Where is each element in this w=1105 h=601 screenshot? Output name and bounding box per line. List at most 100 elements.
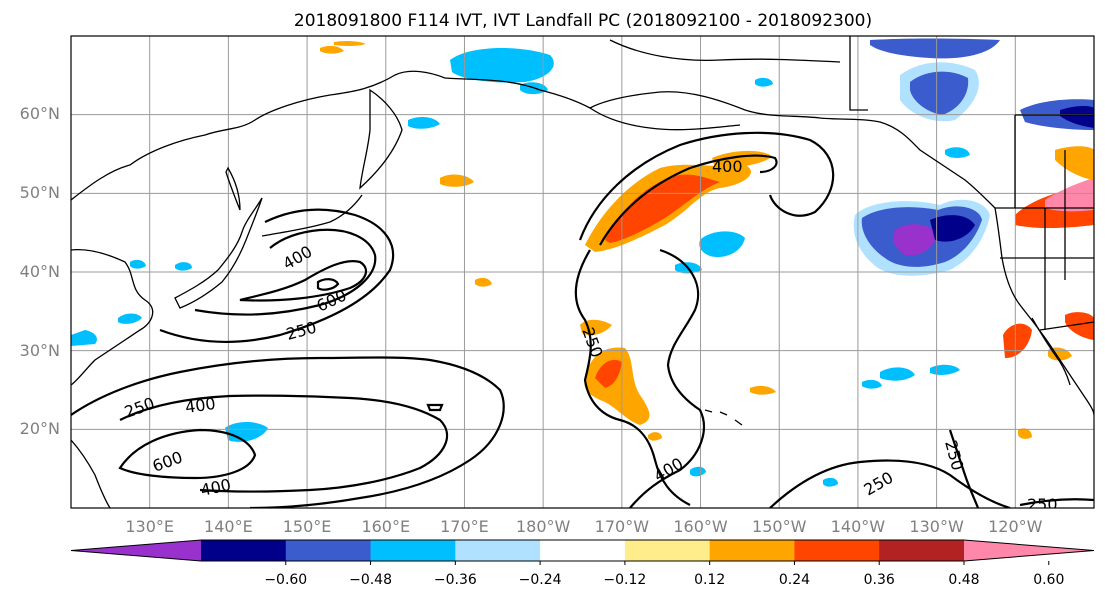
negative-patch-t — [130, 259, 146, 269]
longitude-labels: 130°E 140°E 150°E 160°E 170°E 180°W 170°W 160°W… — [125, 517, 1042, 536]
coastlines — [71, 36, 1094, 508]
lon-label: 130°E — [125, 517, 174, 536]
colorbar-segment — [455, 540, 541, 561]
negative-patch-r — [71, 330, 97, 346]
colorbar-segment — [794, 540, 880, 561]
ivt-contours — [71, 131, 1094, 508]
negative-patch-yukon — [870, 38, 1000, 59]
negative-patch-central — [699, 231, 745, 258]
latitude-labels: 60°N 50°N 40°N 30°N 20°N — [20, 104, 60, 438]
positive-patch-e — [475, 277, 492, 287]
positive-patch-baja — [1065, 312, 1094, 340]
contour-small-loop — [426, 403, 444, 412]
colorbar-segment — [624, 540, 711, 561]
negative-patch-w — [690, 466, 706, 477]
colorbar-tick-label: −0.12 — [603, 572, 646, 588]
negative-patch-q — [118, 313, 142, 324]
coast-aleutians — [589, 107, 741, 131]
coast-alaska-north — [609, 39, 841, 63]
colorbar-extend-max — [964, 540, 1094, 561]
negative-patch-m — [880, 367, 915, 381]
lat-label-60n: 60°N — [20, 104, 60, 123]
negative-patch-bc-mid — [910, 71, 969, 115]
map-title: 2018091800 F114 IVT, IVT Landfall PC (20… — [294, 11, 872, 31]
colorbar-tick-label: 0.36 — [864, 572, 895, 588]
positive-patch-pacnw-core — [1045, 178, 1094, 212]
negative-patch-offshore-core — [893, 224, 938, 256]
contour-250-coast — [948, 429, 980, 508]
lon-label: 160°E — [361, 517, 410, 536]
contour-label: 400 — [712, 157, 743, 176]
colorbar-segment — [370, 540, 456, 561]
contour-250-ne-pacific — [578, 131, 835, 241]
positive-patch-socal — [1003, 323, 1032, 358]
coast-kamchatka — [359, 88, 403, 190]
colorbar-extend-min — [71, 540, 201, 561]
contour-600-japan-inner — [316, 278, 340, 291]
negative-patch-o — [862, 379, 882, 389]
negative-patch-u — [755, 77, 773, 87]
coast-japan — [174, 197, 263, 309]
border-alaska-canada — [849, 36, 868, 111]
coast-baja — [1031, 317, 1071, 386]
negative-patch-s — [175, 262, 192, 271]
colorbar-tick-label: 0.48 — [948, 572, 979, 588]
positive-patch-b — [750, 385, 776, 395]
coast-asia — [71, 70, 591, 201]
border-states — [1000, 114, 1094, 330]
lon-label: 170°E — [440, 517, 489, 536]
lat-label-50n: 50°N — [20, 183, 60, 202]
colorbar-segment — [201, 540, 287, 561]
graticule — [71, 36, 1094, 508]
negative-patch-k — [945, 147, 970, 158]
map-border — [70, 35, 1095, 509]
negative-patch-siberia-c — [408, 116, 440, 129]
colorbar-tick-label: −0.36 — [434, 572, 477, 588]
colorbar-segment — [540, 540, 626, 561]
colorbar-segment — [879, 540, 965, 561]
positive-patch-subtropic-core — [595, 359, 622, 388]
positive-plume-core — [605, 174, 720, 243]
contour-250-se — [1019, 498, 1094, 507]
colorbar-labels: −0.60 −0.48 −0.36 −0.24 −0.12 0.12 0.24 0.36 0.4… — [264, 561, 1064, 588]
coast-alaska — [589, 91, 996, 209]
positive-patch-c — [648, 432, 662, 441]
colorbar-tick-label: −0.24 — [519, 572, 562, 588]
colorbar — [70, 539, 1095, 562]
coast-hawaii — [704, 409, 743, 426]
lon-label: 150°E — [283, 517, 332, 536]
positive-patch-d — [440, 174, 474, 187]
positive-patch-f — [320, 45, 344, 54]
negative-patch-v — [823, 477, 838, 487]
lon-label: 140°E — [204, 517, 253, 536]
pc-shading — [71, 38, 1094, 487]
lon-label: 120°W — [988, 517, 1043, 536]
contour-600-japan — [239, 260, 368, 302]
contour-250-central — [574, 249, 691, 506]
contour-400-central — [629, 248, 705, 508]
border-us-mexico — [1039, 321, 1094, 331]
coast-kurils — [261, 194, 363, 237]
positive-patch-h — [1018, 428, 1032, 439]
contour-250-east — [769, 459, 1011, 508]
contour-400-subtropic — [119, 394, 449, 493]
colorbar-tick-label: 0.24 — [779, 572, 810, 588]
lon-label: 170°W — [595, 517, 650, 536]
lat-label-40n: 40°N — [20, 262, 60, 281]
colorbar-segment — [709, 540, 795, 561]
contour-250-japan — [159, 208, 395, 344]
contour-250-subtropic — [71, 356, 505, 508]
positive-patch-subtropic — [584, 347, 650, 425]
colorbar-segment — [285, 540, 372, 561]
positive-patch-g — [334, 40, 366, 46]
contour-400-ne-pacific — [599, 154, 778, 246]
coast-korea-china — [71, 249, 154, 386]
contour-400-japan — [194, 228, 377, 316]
map-content: 400 400 600 250 250 250 400 600 400 400 … — [71, 36, 1094, 508]
lon-label: 150°W — [752, 517, 807, 536]
lat-label-20n: 20°N — [20, 419, 60, 438]
colorbar-tick-label: 0.60 — [1033, 572, 1064, 588]
lon-label: 180°W — [516, 517, 571, 536]
